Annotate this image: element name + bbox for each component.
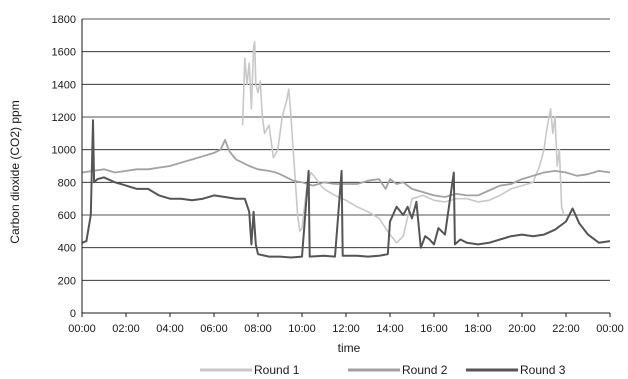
y-axis-title: Carbon dioxide (CO2) ppm — [8, 100, 22, 243]
legend-label-round-1: Round 1 — [254, 363, 300, 377]
x-tick-label-6: 12:00 — [332, 323, 360, 335]
x-tick-label-5: 10:00 — [288, 323, 316, 335]
series-line-round-1 — [241, 41, 565, 244]
grid-layer — [82, 18, 610, 281]
x-tick-labels: 00:00 02:00 04:00 06:00 08:00 10:00 12:00 14:00… — [68, 323, 624, 335]
y-tick-label-400: 400 — [58, 243, 76, 255]
axis-layer — [81, 19, 611, 317]
y-tick-label-1800: 1800 — [52, 14, 76, 26]
y-tick-label-1200: 1200 — [52, 112, 76, 124]
legend-label-round-2: Round 2 — [402, 363, 448, 377]
x-tick-label-3: 06:00 — [200, 323, 228, 335]
x-axis-title: time — [338, 341, 361, 355]
x-tick-label-11: 22:00 — [552, 323, 580, 335]
legend-label-round-3: Round 3 — [520, 363, 566, 377]
legend: Round 1 Round 2 Round 3 — [200, 363, 566, 377]
y-tick-label-600: 600 — [58, 210, 76, 222]
y-tick-label-1600: 1600 — [52, 47, 76, 59]
y-tick-labels: 0 200 400 600 800 1000 1200 1400 1600 1800 — [52, 14, 76, 320]
x-tick-label-12: 00:00 — [596, 323, 624, 335]
x-tick-label-8: 16:00 — [420, 323, 448, 335]
x-tick-label-0: 00:00 — [68, 323, 96, 335]
x-tick-label-2: 04:00 — [156, 323, 184, 335]
series-line-round-3 — [81, 119, 611, 259]
x-tick-label-4: 08:00 — [244, 323, 272, 335]
x-tick-label-1: 02:00 — [112, 323, 140, 335]
y-tick-label-200: 200 — [58, 275, 76, 287]
series-line-round-2 — [81, 139, 611, 198]
x-tick-label-9: 18:00 — [464, 323, 492, 335]
y-tick-label-0: 0 — [70, 308, 76, 320]
x-tick-label-10: 20:00 — [508, 323, 536, 335]
y-tick-label-800: 800 — [58, 177, 76, 189]
y-tick-label-1000: 1000 — [52, 145, 76, 157]
y-tick-label-1400: 1400 — [52, 79, 76, 91]
x-tick-label-7: 14:00 — [376, 323, 404, 335]
series-layer — [81, 41, 611, 259]
